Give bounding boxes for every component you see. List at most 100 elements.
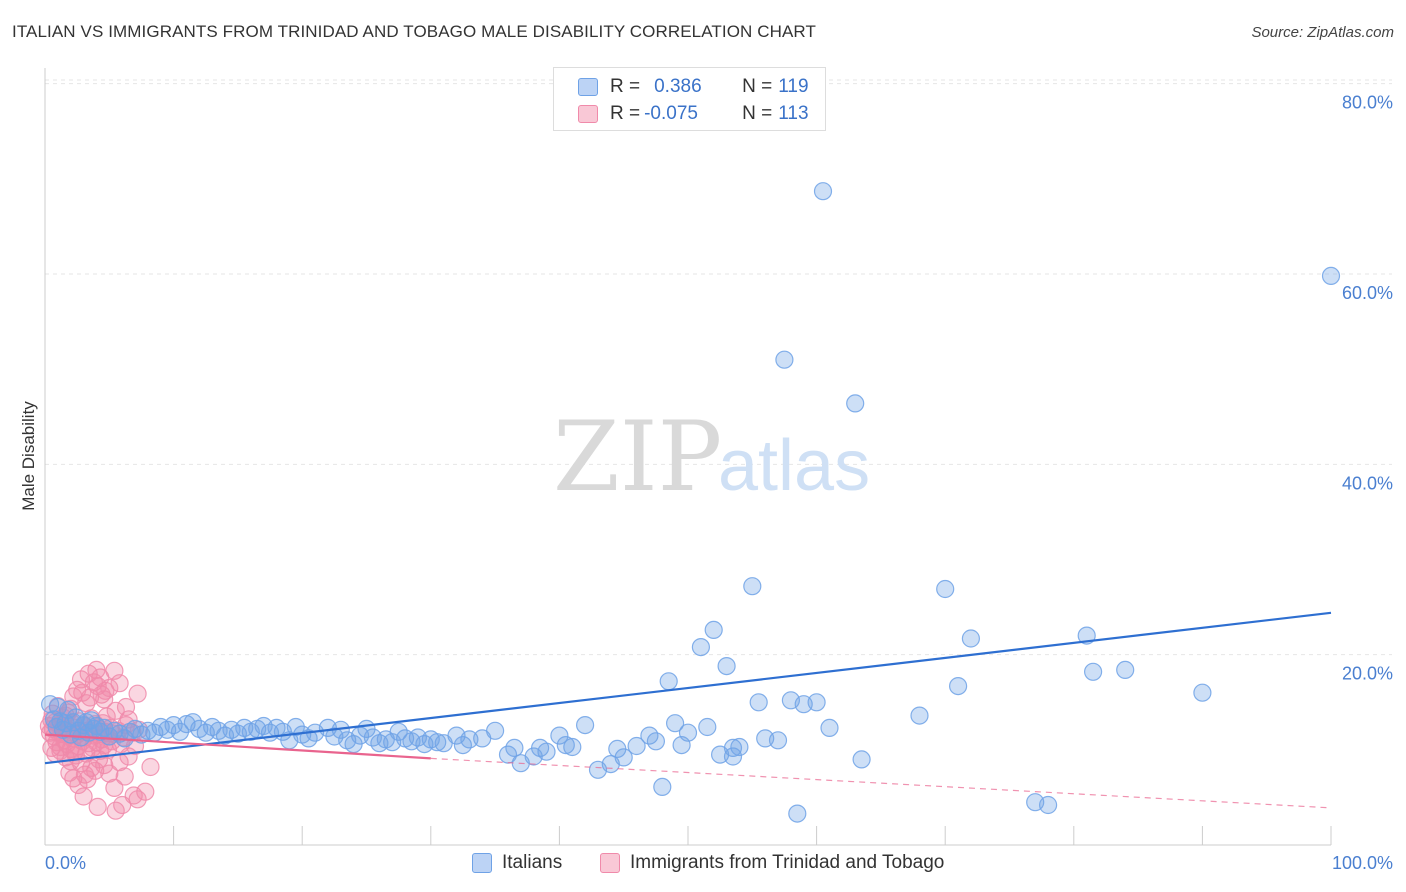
data-point[interactable] [788, 804, 807, 823]
data-point[interactable] [486, 721, 505, 740]
data-point[interactable] [115, 767, 134, 786]
data-point[interactable] [723, 747, 743, 766]
legend-swatch-blue [578, 78, 598, 96]
data-point[interactable] [646, 732, 666, 751]
data-point[interactable] [106, 701, 125, 720]
legend-r-label: R = [610, 76, 641, 97]
data-point[interactable] [66, 708, 86, 727]
data-point[interactable] [961, 629, 981, 648]
legend-item-italians[interactable]: Italians [472, 852, 562, 874]
data-point[interactable] [659, 672, 678, 691]
data-point[interactable] [113, 795, 132, 815]
data-point[interactable] [537, 742, 556, 761]
y-tick-label: 20.0% [1342, 664, 1393, 684]
data-point[interactable] [389, 722, 408, 741]
data-point[interactable] [614, 748, 633, 767]
legend-r-value: 0.386 [654, 76, 702, 97]
data-point[interactable] [846, 394, 865, 413]
data-point[interactable] [95, 690, 114, 709]
data-point[interactable] [100, 764, 119, 783]
legend-item-trinidad[interactable]: Immigrants from Trinidad and Tobago [600, 852, 944, 874]
correlation-legend: R = 0.386 N = 119 R = -0.075 N = 113 [553, 67, 826, 131]
data-point[interactable] [743, 577, 762, 596]
legend-row-trinidad: R = -0.075 N = 113 [578, 102, 809, 126]
chart-title: ITALIAN VS IMMIGRANTS FROM TRINIDAD AND … [12, 22, 816, 41]
legend-label-trinidad: Immigrants from Trinidad and Tobago [630, 852, 945, 873]
data-point[interactable] [119, 747, 138, 766]
data-point[interactable] [678, 723, 698, 742]
data-point[interactable] [1038, 795, 1058, 815]
legend-n-label: N = [742, 76, 773, 97]
data-point[interactable] [460, 730, 479, 749]
x-ticks [173, 826, 1332, 845]
data-point[interactable] [75, 765, 95, 784]
data-point[interactable] [665, 714, 685, 733]
data-point[interactable] [698, 717, 717, 737]
legend-n-value: 113 [778, 103, 809, 124]
y-tick-label: 60.0% [1342, 283, 1393, 303]
data-point[interactable] [653, 777, 672, 797]
x-tick-label-max: 100.0% [1332, 853, 1393, 873]
data-point[interactable] [105, 778, 124, 798]
data-point[interactable] [71, 670, 91, 689]
watermark: ZIP atlas [553, 401, 870, 513]
data-point[interactable] [100, 678, 119, 698]
data-point[interactable] [286, 717, 305, 737]
data-point[interactable] [575, 715, 595, 735]
legend-row-italians: R = 0.386 N = 119 [578, 75, 809, 99]
watermark-atlas: atlas [718, 426, 870, 506]
legend-swatch-pink [600, 853, 620, 873]
data-point[interactable] [807, 693, 826, 712]
data-point[interactable] [136, 782, 155, 801]
data-point[interactable] [128, 684, 147, 703]
gridlines [45, 79, 1392, 656]
data-point[interactable] [563, 737, 582, 757]
data-point[interactable] [813, 182, 833, 201]
data-point[interactable] [89, 750, 109, 769]
data-point[interactable] [88, 797, 107, 817]
data-point[interactable] [820, 718, 839, 738]
data-point[interactable] [60, 763, 79, 782]
y-tick-labels: 20.0% 40.0% 60.0% 80.0% [1342, 93, 1393, 684]
source-label: Source: ZipAtlas.com [1251, 24, 1394, 41]
data-point[interactable] [704, 620, 723, 640]
data-point[interactable] [505, 738, 524, 758]
data-point[interactable] [730, 737, 749, 757]
legend-n-value: 119 [778, 76, 809, 97]
data-point[interactable] [852, 750, 871, 769]
data-point[interactable] [64, 713, 83, 732]
data-point[interactable] [936, 579, 955, 599]
trend-line-trinidad-extrapolated [430, 757, 1332, 809]
legend-label-italians: Italians [502, 852, 563, 873]
trend-lines [44, 611, 1332, 809]
data-point[interactable] [910, 706, 929, 725]
data-point[interactable] [183, 713, 202, 732]
data-point[interactable] [1193, 683, 1212, 702]
data-point[interactable] [86, 761, 105, 780]
data-point[interactable] [116, 697, 136, 717]
data-point[interactable] [164, 715, 183, 735]
data-point[interactable] [717, 656, 736, 676]
data-point[interactable] [627, 736, 646, 756]
data-point[interactable] [1116, 660, 1135, 680]
data-point[interactable] [141, 757, 160, 777]
data-point[interactable] [691, 637, 711, 657]
data-point[interactable] [550, 726, 569, 745]
data-point[interactable] [110, 674, 129, 693]
data-point[interactable] [556, 735, 575, 755]
data-point[interactable] [74, 787, 93, 806]
data-point[interactable] [100, 727, 119, 746]
data-point[interactable] [1321, 266, 1341, 285]
data-point[interactable] [749, 693, 768, 712]
data-point[interactable] [428, 733, 447, 752]
data-point[interactable] [69, 775, 88, 795]
legend-n-label: N = [742, 103, 773, 124]
data-point[interactable] [948, 676, 968, 696]
data-point[interactable] [48, 697, 68, 717]
data-point[interactable] [768, 731, 788, 750]
data-point[interactable] [775, 350, 794, 369]
data-point[interactable] [1083, 662, 1103, 681]
y-tick-label: 80.0% [1342, 93, 1393, 113]
x-tick-label-min: 0.0% [45, 853, 86, 873]
